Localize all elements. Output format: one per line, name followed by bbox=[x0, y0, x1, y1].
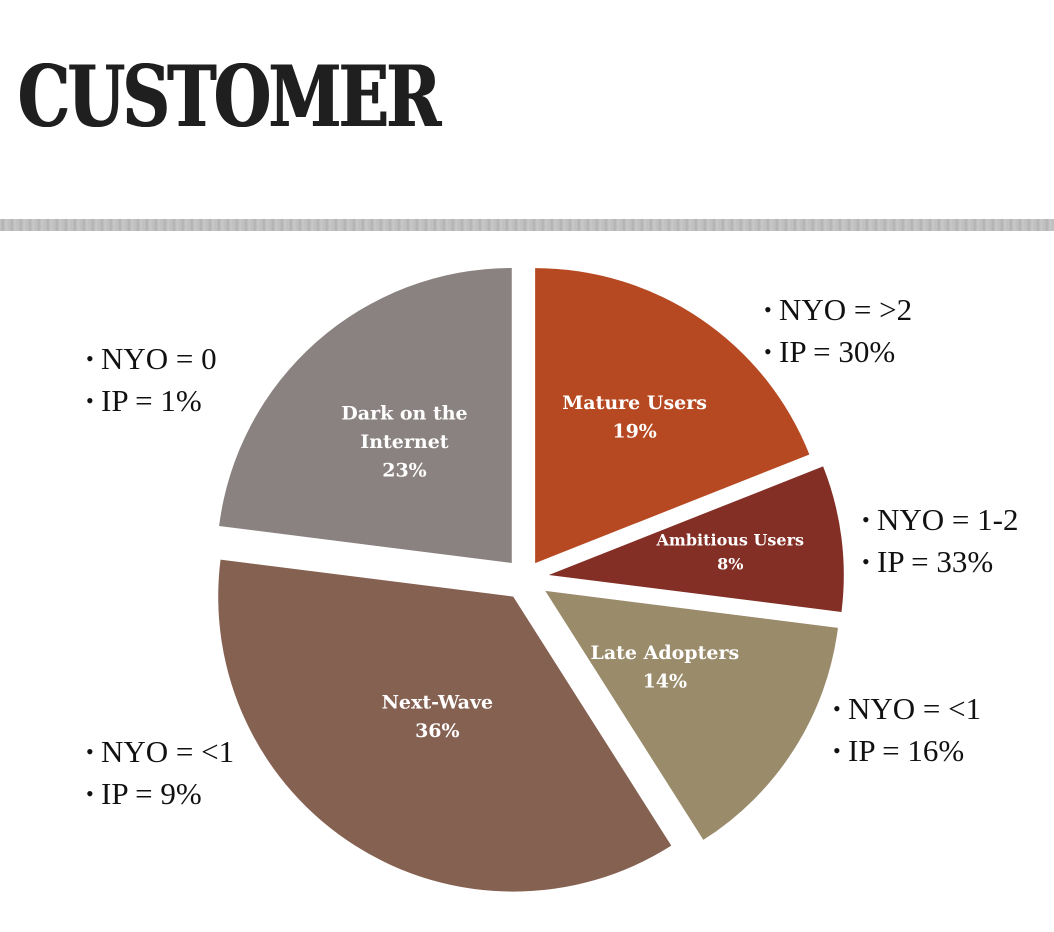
pie-category-label: Internet bbox=[360, 431, 448, 453]
pie-slice-mature bbox=[535, 268, 810, 564]
pie-value-label: 23% bbox=[382, 459, 427, 481]
pie-value-label: 14% bbox=[643, 671, 688, 693]
pie-category-label: Mature Users bbox=[562, 392, 707, 414]
pie-label-dark: Dark on the Internet 23% bbox=[341, 402, 467, 481]
note-nyo: NYO = >2 bbox=[764, 289, 912, 331]
note-nyo: NYO = 1-2 bbox=[862, 499, 1018, 541]
pie-label-late: Late Adopters 14% bbox=[590, 642, 739, 693]
note-nyo: NYO = <1 bbox=[86, 731, 234, 773]
note-ip: IP = 1% bbox=[86, 380, 217, 422]
pie-category-label: Ambitious Users bbox=[655, 531, 804, 550]
pie-value-label: 19% bbox=[612, 421, 657, 443]
note-mature-users: NYO = >2 IP = 30% bbox=[764, 289, 912, 373]
pie-category-label: Next-Wave bbox=[382, 692, 494, 714]
note-next-wave: NYO = <1 IP = 9% bbox=[86, 731, 234, 815]
note-late-adopters: NYO = <1 IP = 16% bbox=[833, 688, 981, 772]
note-ambitious-users: NYO = 1-2 IP = 33% bbox=[862, 499, 1018, 583]
pie-category-label: Dark on the bbox=[341, 402, 467, 424]
pie-label-next: Next-Wave 36% bbox=[382, 692, 494, 743]
title-divider bbox=[0, 219, 1054, 231]
pie-category-label: Late Adopters bbox=[590, 642, 739, 664]
pie-slice-dark bbox=[219, 267, 512, 563]
note-nyo: NYO = 0 bbox=[86, 338, 217, 380]
note-nyo: NYO = <1 bbox=[833, 688, 981, 730]
pie-label-mature: Mature Users 19% bbox=[562, 392, 707, 443]
slide-title: CUSTOMER bbox=[18, 47, 441, 146]
note-ip: IP = 9% bbox=[86, 773, 234, 815]
note-ip: IP = 33% bbox=[862, 541, 1018, 583]
note-ip: IP = 16% bbox=[833, 730, 981, 772]
pie-value-label: 8% bbox=[717, 555, 743, 574]
note-ip: IP = 30% bbox=[764, 331, 912, 373]
note-dark-on-the-internet: NYO = 0 IP = 1% bbox=[86, 338, 217, 422]
pie-value-label: 36% bbox=[415, 720, 460, 742]
pie-label-ambit: Ambitious Users 8% bbox=[655, 531, 804, 574]
pie-slice-ambit bbox=[548, 466, 844, 612]
pie-slice-late bbox=[545, 590, 838, 840]
pie-slice-next bbox=[218, 559, 672, 892]
